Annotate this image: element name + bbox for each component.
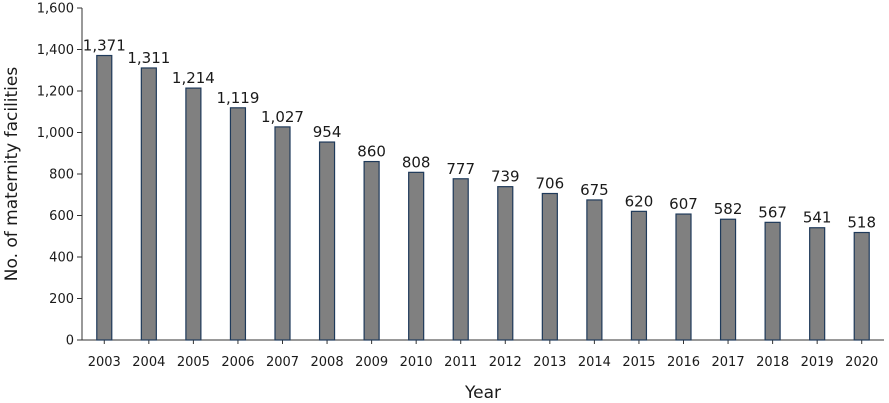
data-label-2007: 1,027: [261, 108, 304, 126]
data-label-2011: 777: [446, 160, 475, 178]
data-label-2018: 567: [758, 203, 787, 221]
x-tick-label-2011: 2011: [444, 355, 477, 370]
bars: [96, 54, 870, 341]
y-tick-label: 600: [49, 209, 74, 224]
bar-2014: [586, 199, 603, 341]
data-label-2019: 541: [803, 209, 832, 227]
x-tick-label-2004: 2004: [132, 355, 165, 370]
bar-2010: [408, 171, 425, 341]
bar-2004: [140, 67, 157, 341]
x-axis: 2003 2004 2005 2006 2007 2008 2009 2010 2011 2012…: [82, 339, 884, 370]
data-label-2008: 954: [313, 123, 342, 141]
y-tick-label: 1,400: [37, 43, 74, 58]
x-axis-title: Year: [464, 383, 501, 403]
y-tick-label: 800: [49, 168, 74, 183]
bar-2011: [452, 178, 469, 341]
data-label-2003: 1,371: [83, 37, 126, 55]
data-label-2015: 620: [625, 192, 654, 210]
bar-2009: [363, 160, 380, 341]
y-tick-label: 200: [49, 292, 74, 307]
x-tick-label-2020: 2020: [845, 355, 878, 370]
bar-2019: [809, 227, 826, 341]
data-label-2016: 607: [669, 195, 698, 213]
y-tick-label: 0: [66, 334, 74, 349]
bar-2015: [630, 210, 648, 341]
x-tick-label-2016: 2016: [667, 355, 700, 370]
x-tick-label-2019: 2019: [801, 355, 834, 370]
x-tick-label-2008: 2008: [311, 355, 344, 370]
data-label-2017: 582: [714, 200, 743, 218]
y-axis-title: No. of maternity facilities: [2, 67, 22, 282]
data-label-2010: 808: [402, 153, 431, 171]
data-label-2004: 1,311: [127, 49, 170, 67]
y-tick-label: 1,000: [37, 126, 74, 141]
bar-2018: [764, 221, 781, 341]
bar-2008: [318, 141, 336, 341]
x-tick-label-2009: 2009: [355, 355, 388, 370]
bar-2005: [185, 87, 202, 341]
x-tick-label-2017: 2017: [712, 355, 745, 370]
bar-2017: [719, 218, 737, 341]
x-tick-label-2010: 2010: [400, 355, 433, 370]
data-label-2005: 1,214: [172, 69, 215, 87]
data-label-2012: 739: [491, 168, 520, 186]
bar-2020: [853, 231, 870, 341]
x-tick-label-2006: 2006: [221, 355, 254, 370]
y-tick-label: 1,200: [37, 85, 74, 100]
y-tick-label: 1,600: [37, 2, 74, 17]
x-tick-label-2012: 2012: [489, 355, 522, 370]
data-label-2020: 518: [847, 214, 876, 232]
x-tick-label-2007: 2007: [266, 355, 299, 370]
bar-2013: [541, 192, 558, 341]
y-axis: 0 200 400 600 800 1,000 1,200 1,400 1,600: [37, 2, 83, 349]
x-tick-label-2018: 2018: [756, 355, 789, 370]
x-tick-label-2015: 2015: [622, 355, 655, 370]
x-tick-label-2005: 2005: [177, 355, 210, 370]
x-tick-label-2013: 2013: [533, 355, 566, 370]
x-tick-label-2003: 2003: [88, 355, 121, 370]
data-label-2009: 860: [357, 143, 386, 161]
bar-2012: [497, 186, 514, 341]
x-tick-label-2014: 2014: [578, 355, 611, 370]
bar-2003: [96, 54, 113, 341]
bar-2006: [229, 107, 247, 341]
data-label-2014: 675: [580, 181, 609, 199]
y-tick-label: 400: [49, 251, 74, 266]
bar-2007: [274, 126, 291, 341]
data-label-2013: 706: [536, 175, 565, 193]
data-label-2006: 1,119: [216, 89, 259, 107]
bar-2016: [675, 213, 692, 341]
